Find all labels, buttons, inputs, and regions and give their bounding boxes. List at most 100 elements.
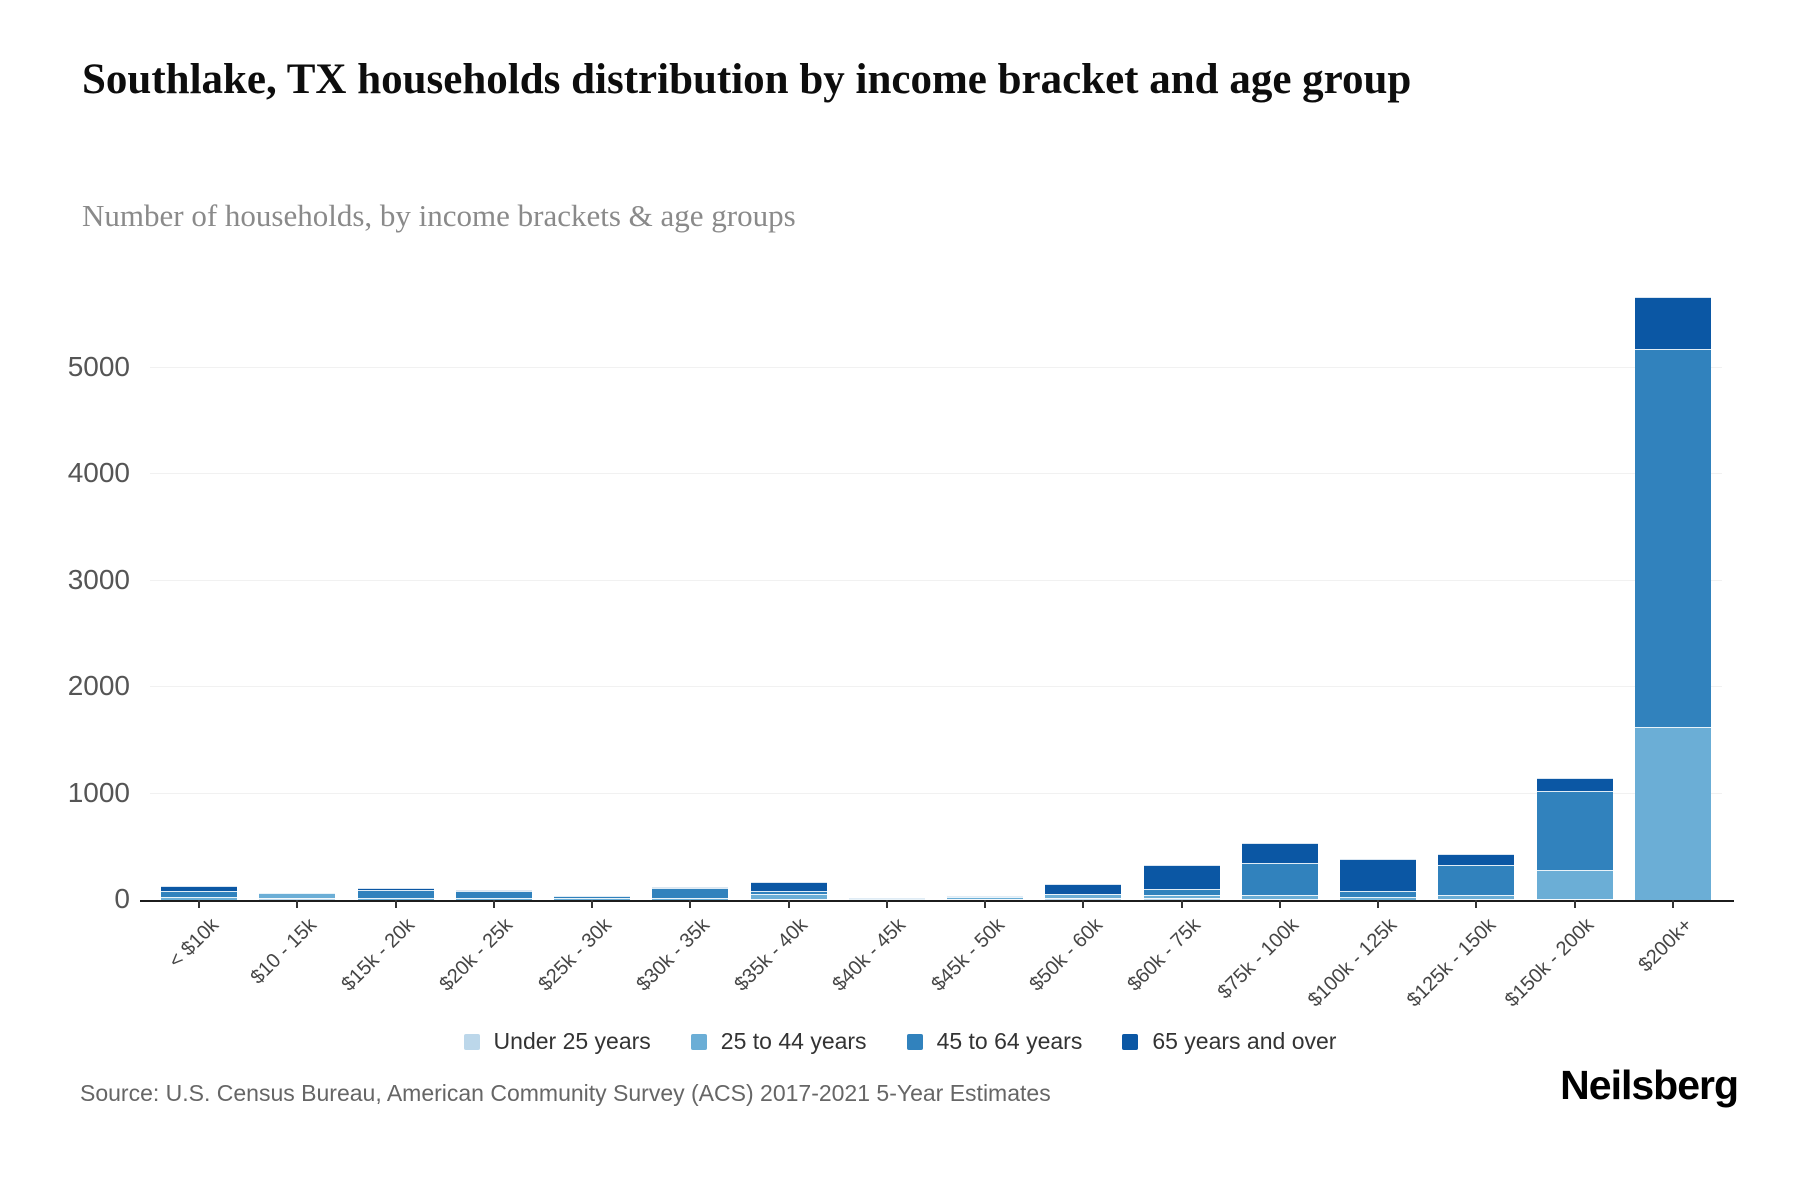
bar-segment[interactable]: [750, 881, 827, 891]
bar-segment[interactable]: [1340, 896, 1417, 900]
x-tick: [1278, 900, 1281, 908]
legend-item-65-years-and-over[interactable]: 65 years and over: [1122, 1028, 1336, 1055]
legend-swatch-icon: [906, 1033, 923, 1050]
bar-segment[interactable]: [161, 897, 238, 900]
bar-segment[interactable]: [1536, 869, 1613, 899]
x-axis-label: $50k - 60k: [1025, 914, 1107, 996]
bar-segment[interactable]: [1438, 865, 1515, 895]
bar--15k-20k[interactable]: [357, 887, 434, 900]
bar-segment[interactable]: [357, 889, 434, 898]
bar-segment[interactable]: [1536, 790, 1613, 870]
bar-segment[interactable]: [357, 897, 434, 900]
bar-segment[interactable]: [161, 885, 238, 891]
neilsberg-logo: Neilsberg: [1560, 1062, 1739, 1108]
bar-segment[interactable]: [1536, 778, 1613, 791]
bar-segment[interactable]: [750, 898, 827, 900]
bar--35k-40k[interactable]: [750, 881, 827, 900]
x-axis-label: $40k - 45k: [828, 914, 911, 996]
bar-segment[interactable]: [554, 895, 631, 898]
gridline-2000: [150, 686, 1722, 687]
bar-segment[interactable]: [1241, 862, 1318, 895]
bar-segment[interactable]: [1241, 842, 1318, 863]
bar-segment[interactable]: [848, 898, 925, 900]
bar--10k[interactable]: [161, 885, 238, 900]
bar-segment[interactable]: [1340, 859, 1417, 891]
x-tick: [1082, 900, 1085, 908]
bar-segment[interactable]: [1634, 348, 1711, 728]
x-tick: [296, 900, 299, 908]
bar-segment[interactable]: [1045, 894, 1122, 899]
bar--150k-200k[interactable]: [1536, 778, 1613, 900]
bar-segment[interactable]: [848, 897, 925, 899]
bar-segment[interactable]: [652, 898, 729, 900]
y-tick-label-2000: 2000: [67, 670, 130, 701]
x-axis-label: $125k - 150k: [1402, 914, 1500, 1012]
bar-segment[interactable]: [1143, 888, 1220, 895]
bar-segment[interactable]: [455, 897, 532, 900]
bar-segment[interactable]: [947, 898, 1024, 900]
bar-segment[interactable]: [1241, 898, 1318, 900]
bar-segment[interactable]: [947, 897, 1024, 899]
bar-segment[interactable]: [652, 888, 729, 899]
bar--30k-35k[interactable]: [652, 886, 729, 900]
bar-segment[interactable]: [1438, 898, 1515, 900]
bar-segment[interactable]: [455, 890, 532, 898]
legend-label: 25 to 44 years: [720, 1028, 867, 1054]
bar-segment[interactable]: [1634, 727, 1711, 900]
x-tick: [1475, 900, 1478, 908]
bar--10-15k[interactable]: [259, 893, 336, 900]
bar-segment[interactable]: [947, 895, 1024, 898]
bar-segment[interactable]: [1340, 890, 1417, 897]
y-tick-label-4000: 4000: [67, 457, 130, 488]
bar-segment[interactable]: [259, 898, 336, 900]
legend-swatch-icon: [463, 1033, 480, 1050]
bar-segment[interactable]: [259, 893, 336, 899]
bar-segment[interactable]: [750, 890, 827, 895]
x-axis-label: $75k - 100k: [1213, 914, 1304, 1004]
legend-label: 45 to 64 years: [936, 1028, 1083, 1054]
bar--40k-45k[interactable]: [848, 897, 925, 900]
bar--25k-30k[interactable]: [554, 895, 631, 900]
bar-segment[interactable]: [455, 889, 532, 891]
y-tick-label-0: 0: [114, 883, 130, 914]
bar--50k-60k[interactable]: [1045, 884, 1122, 900]
bar-segment[interactable]: [1634, 296, 1711, 349]
bar--60k-75k[interactable]: [1143, 864, 1220, 900]
bar-segment[interactable]: [1143, 897, 1220, 900]
bar-segment[interactable]: [1241, 894, 1318, 899]
bar--125k-150k[interactable]: [1438, 853, 1515, 900]
legend-label: 65 years and over: [1152, 1028, 1337, 1054]
legend-item-under-25-years[interactable]: Under 25 years: [463, 1028, 651, 1055]
bar-segment[interactable]: [1143, 864, 1220, 889]
bar-segment[interactable]: [1045, 884, 1122, 895]
legend-item-45-to-64-years[interactable]: 45 to 64 years: [906, 1028, 1083, 1055]
legend-item-25-to-44-years[interactable]: 25 to 44 years: [690, 1028, 867, 1055]
bar-segment[interactable]: [1536, 898, 1613, 900]
bar--100k-125k[interactable]: [1340, 859, 1417, 900]
bar-segment[interactable]: [161, 890, 238, 898]
bar-segment[interactable]: [652, 886, 729, 889]
x-tick: [1180, 900, 1183, 908]
x-tick: [591, 900, 594, 908]
bar-segment[interactable]: [1438, 853, 1515, 866]
bar-segment[interactable]: [1143, 894, 1220, 898]
gridline-3000: [150, 579, 1722, 581]
bar--45k-50k[interactable]: [947, 895, 1024, 900]
x-tick: [689, 900, 692, 908]
x-axis-label: $200k+: [1634, 914, 1697, 977]
bar-segment[interactable]: [1438, 894, 1515, 899]
bar--200k+[interactable]: [1634, 296, 1711, 900]
source-attribution: Source: U.S. Census Bureau, American Com…: [80, 1080, 1051, 1106]
bar-segment[interactable]: [1045, 898, 1122, 900]
bar--75k-100k[interactable]: [1241, 842, 1318, 900]
bar-segment[interactable]: [554, 897, 631, 900]
bar-segment[interactable]: [750, 894, 827, 899]
bar-segment[interactable]: [357, 887, 434, 890]
x-tick: [492, 900, 495, 908]
gridline-1000: [150, 792, 1722, 794]
x-tick: [1377, 900, 1380, 908]
chart-subtitle: Number of households, by income brackets…: [82, 198, 796, 233]
gridline-4000: [150, 473, 1722, 474]
bar--20k-25k[interactable]: [455, 889, 532, 900]
